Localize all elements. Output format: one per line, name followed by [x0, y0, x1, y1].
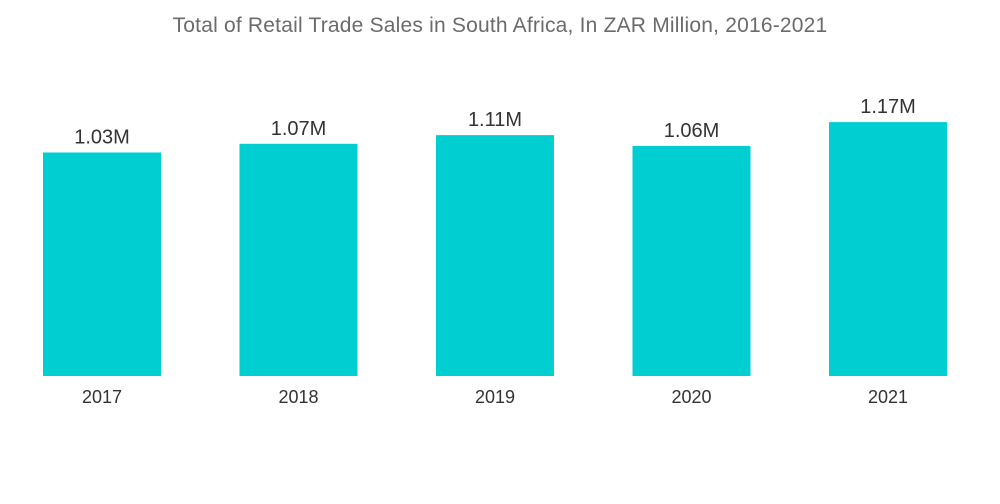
bar-2017 — [43, 152, 161, 376]
bar-2020 — [632, 145, 751, 376]
chart-title: Total of Retail Trade Sales in South Afr… — [172, 14, 828, 37]
bar-2018 — [239, 143, 358, 376]
x-tick-label-2019: 2019 — [475, 387, 515, 407]
bar-2019 — [436, 135, 554, 376]
data-label-2018: 1.07M — [271, 118, 327, 140]
data-label-2017: 1.03M — [74, 126, 130, 148]
data-label-2021: 1.17M — [860, 96, 916, 118]
bar-2021 — [829, 122, 947, 376]
data-label-2019: 1.11M — [468, 109, 522, 131]
x-tick-label-2018: 2018 — [278, 387, 318, 407]
x-tick-label-2021: 2021 — [868, 387, 908, 407]
data-label-2020: 1.06M — [664, 120, 720, 142]
x-tick-label-2020: 2020 — [671, 387, 711, 407]
x-tick-label-2017: 2017 — [82, 387, 122, 407]
